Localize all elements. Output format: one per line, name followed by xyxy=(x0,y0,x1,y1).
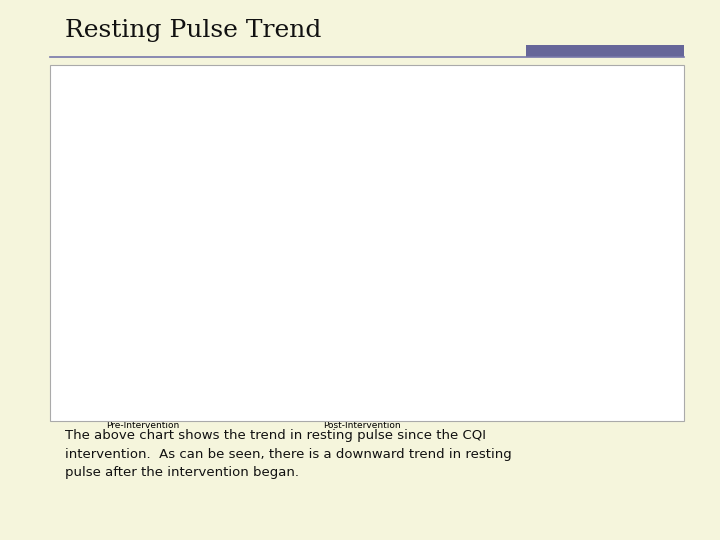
Bar xyxy=(190,146,199,375)
Title: Resting Pulse: Resting Pulse xyxy=(265,76,343,89)
Bar xyxy=(86,134,94,375)
Bar xyxy=(357,171,366,375)
Bar xyxy=(315,163,324,375)
Bar xyxy=(159,137,168,375)
Bar xyxy=(493,191,502,375)
Bar xyxy=(431,180,439,375)
Bar xyxy=(368,171,377,375)
Bar xyxy=(284,163,293,375)
Bar xyxy=(347,163,356,375)
Bar xyxy=(336,174,345,375)
Bar xyxy=(389,185,397,375)
Bar xyxy=(472,185,481,375)
Text: Resting Pulse: Resting Pulse xyxy=(578,261,639,271)
Bar xyxy=(253,157,261,375)
Bar xyxy=(378,174,387,375)
Bar xyxy=(201,157,210,375)
Bar xyxy=(420,183,428,375)
Bar xyxy=(410,185,418,375)
FancyBboxPatch shape xyxy=(542,253,569,279)
Bar xyxy=(462,174,470,375)
Bar xyxy=(138,131,147,375)
Bar xyxy=(305,165,314,375)
Text: Resting Pulse Trend: Resting Pulse Trend xyxy=(65,19,321,42)
Bar xyxy=(514,191,523,375)
Bar xyxy=(264,163,272,375)
Bar xyxy=(107,137,115,375)
Bar xyxy=(117,146,126,375)
Bar xyxy=(180,151,189,375)
Bar xyxy=(482,188,491,375)
Bar xyxy=(503,194,513,375)
Bar xyxy=(169,148,178,375)
Bar xyxy=(96,143,105,375)
Bar xyxy=(274,165,282,375)
Bar xyxy=(211,160,220,375)
Bar xyxy=(222,148,230,375)
Bar xyxy=(441,191,449,375)
Bar xyxy=(127,143,136,375)
Bar xyxy=(148,140,157,375)
Text: Post-Intervention: Post-Intervention xyxy=(323,421,400,430)
Text: Pre-Intervention: Pre-Intervention xyxy=(106,421,179,430)
Text: The above chart shows the trend in resting pulse since the CQI
intervention.  As: The above chart shows the trend in resti… xyxy=(65,429,511,480)
Bar xyxy=(326,174,335,375)
Bar xyxy=(399,163,408,375)
Bar xyxy=(451,194,460,375)
Bar xyxy=(232,157,240,375)
Bar xyxy=(243,160,251,375)
Bar xyxy=(294,171,303,375)
